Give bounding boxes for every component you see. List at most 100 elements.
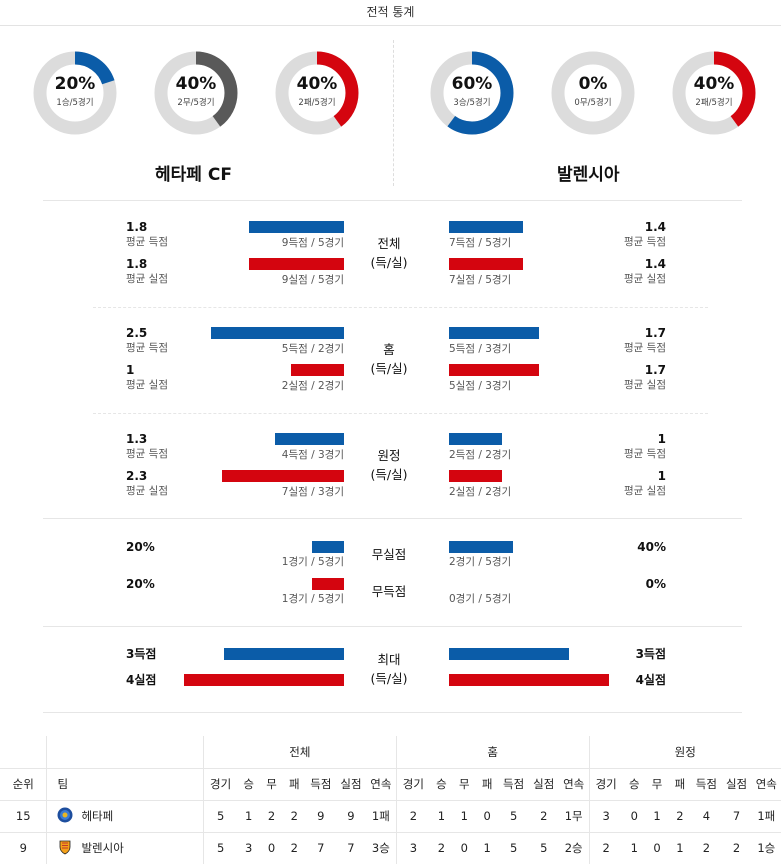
ring-caption: 2패/5경기 (298, 98, 336, 108)
table-cell: 3 (588, 800, 623, 833)
label-line: (득/실) (370, 671, 408, 686)
ring-caption: 2패/5경기 (695, 98, 733, 108)
rank-cell: 9 (0, 832, 47, 864)
valencia-crest-icon (57, 839, 73, 858)
team-name: 헤타페 (81, 808, 114, 823)
label-line: 홈 (383, 342, 395, 357)
away-rate-note: 2경기 / 5경기 (449, 556, 512, 568)
away-rate-note: 0경기 / 5경기 (449, 593, 512, 605)
column-header: 득점 (305, 768, 336, 801)
home-stat-caption: 평균 실점 (126, 273, 168, 285)
home-stat-value: 1 (126, 363, 135, 377)
divider (43, 712, 742, 713)
ring-arc (275, 51, 359, 135)
home-rate-value: 20% (126, 577, 155, 591)
away-stat-caption: 평균 실점 (624, 273, 666, 285)
away-stat-bar (449, 258, 523, 270)
label-line: 원정 (377, 448, 401, 463)
home-stat-bar (291, 364, 344, 376)
max-label: 최대 (득/실) (354, 650, 424, 688)
away-rate-value: 40% (637, 540, 666, 554)
label-line: (득/실) (370, 467, 408, 482)
table-cell: 0 (622, 800, 646, 833)
ring-caption: 3승/5경기 (453, 98, 491, 108)
rank-cell: 15 (0, 800, 47, 833)
home-rate-note: 1경기 / 5경기 (281, 556, 344, 568)
away-stat-note: 2실점 / 2경기 (449, 486, 512, 498)
table-cell: 1 (237, 800, 261, 833)
table-cell: 1 (668, 832, 692, 864)
ring-percent: 60% (451, 74, 493, 94)
column-header: 경기 (202, 768, 238, 801)
away-stat-bar (449, 364, 539, 376)
home-team-name: 헤타페 CF (155, 165, 232, 185)
away-max-bar (449, 674, 609, 686)
table-cell: 0 (475, 800, 499, 833)
home-stat-note: 7실점 / 3경기 (281, 486, 344, 498)
away-stat-note: 7득점 / 5경기 (449, 237, 512, 249)
away-max-value: 4실점 (635, 673, 666, 687)
table-column-header: 순위 팀 경기 승 무 패 득점 실점 연속 경기 승 무 패 득점 실점 연속 경기 승 무 패 득점 실점 연속 (0, 768, 781, 801)
away-rate-value: 0% (645, 577, 666, 591)
table-cell: 3 (237, 832, 261, 864)
ring-track (551, 51, 635, 135)
ring-arc (154, 51, 238, 135)
away-stat-caption: 평균 실점 (624, 485, 666, 497)
away-stat-bar (449, 433, 502, 445)
clean-sheet-label: 무실점 (371, 547, 407, 562)
divider-dashed (93, 307, 708, 308)
ring-chart (551, 51, 635, 135)
column-header: 패 (475, 768, 499, 801)
table-cell: 2 (282, 832, 306, 864)
table-cell: 7 (721, 800, 752, 833)
away-stat-caption: 평균 득점 (624, 448, 666, 460)
away-stat-value: 1.7 (644, 326, 666, 340)
home-rate-bar (312, 578, 344, 590)
stat-group-label: 전체 (득/실) (354, 234, 424, 272)
away-stat-caption: 평균 득점 (624, 342, 666, 354)
ring-chart (275, 51, 359, 135)
table-cell: 0 (452, 832, 476, 864)
getafe-crest-icon (57, 807, 73, 826)
home-stat-note: 2실점 / 2경기 (281, 380, 344, 392)
away-stat-bar (449, 221, 523, 233)
table-cell: 0 (645, 832, 669, 864)
table-cell: 3 (395, 832, 431, 864)
home-stat-value: 1.8 (126, 257, 148, 271)
column-header: 승 (622, 768, 646, 801)
column-header: 패 (282, 768, 306, 801)
table-cell: 2 (721, 832, 752, 864)
column-header: 무 (645, 768, 669, 801)
away-stat-value: 1.4 (644, 257, 666, 271)
column-header: 패 (668, 768, 692, 801)
section-title: 전적 통계 (0, 0, 781, 26)
group-home: 홈 (395, 736, 589, 769)
table-cell: 1 (452, 800, 476, 833)
home-stat-caption: 평균 득점 (126, 342, 168, 354)
away-stat-value: 1.4 (644, 220, 666, 234)
form-ring: 40% 2패/5경기 (671, 50, 757, 136)
ring-chart (154, 51, 238, 135)
rank-header: 순위 (0, 768, 47, 801)
form-ring: 0% 0무/5경기 (550, 50, 636, 136)
table-cell: 2 (395, 800, 431, 833)
ring-arc (430, 51, 514, 135)
ring-percent: 0% (578, 74, 608, 94)
column-header: 연속 (751, 768, 781, 801)
column-header: 승 (237, 768, 261, 801)
away-stat-bar (449, 327, 539, 339)
no-score-label: 무득점 (371, 584, 407, 599)
away-stat-caption: 평균 득점 (624, 236, 666, 248)
table-cell: 7 (335, 832, 367, 864)
ring-caption: 1승/5경기 (56, 98, 94, 108)
standings-table: 전체 홈 원정 순위 팀 경기 승 무 패 득점 실점 연속 경기 승 무 패 득점 실점 연속 경기 승 무 패 득점… (0, 736, 781, 864)
stat-group-label: 원정 (득/실) (354, 446, 424, 484)
team-cell[interactable]: 발렌시아 (46, 832, 204, 864)
team-cell[interactable]: 헤타페 (46, 800, 204, 833)
table-cell: 5 (528, 832, 559, 864)
home-max-value: 3득점 (126, 647, 157, 661)
ring-percent: 20% (54, 74, 96, 94)
away-stat-caption: 평균 실점 (624, 379, 666, 391)
table-cell: 5 (202, 832, 238, 864)
table-cell: 0 (260, 832, 283, 864)
